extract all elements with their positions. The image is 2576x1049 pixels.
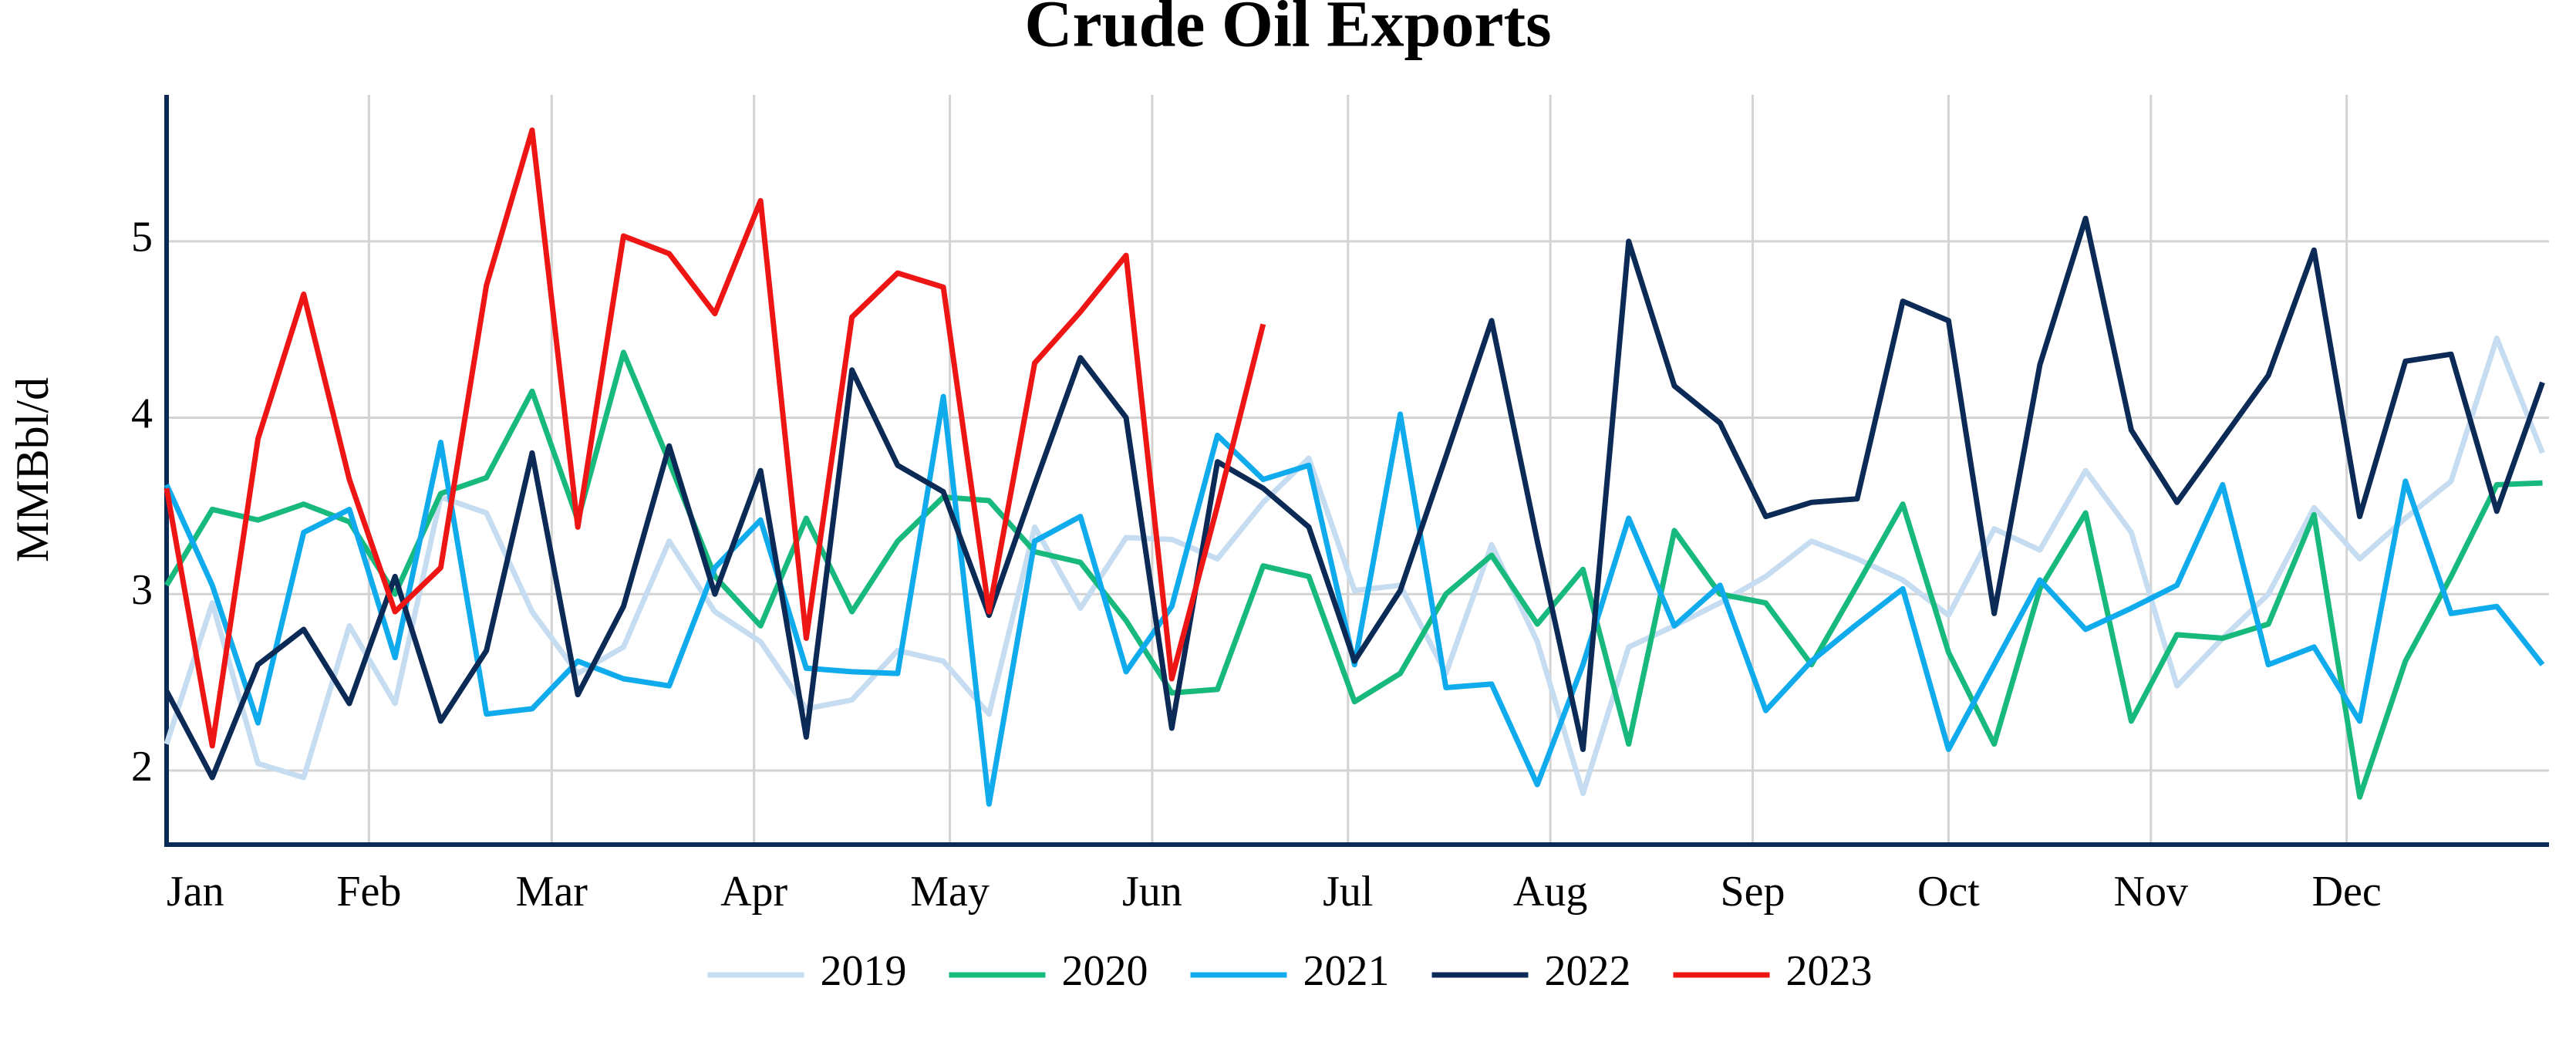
x-tick-label: Sep (1721, 868, 1785, 916)
x-tick-label: Jun (1122, 868, 1182, 916)
x-tick-label: Jan (167, 868, 224, 916)
y-tick-label: 5 (131, 214, 153, 261)
line (164, 127, 1266, 749)
line (164, 393, 2545, 807)
x-tick-label: Oct (1917, 868, 1980, 916)
y-tick-label: 2 (131, 743, 153, 791)
line (164, 349, 2543, 800)
line (164, 215, 2545, 781)
x-tick-label: Apr (720, 868, 787, 916)
x-tick-label: May (910, 868, 990, 916)
y-tick-label: 3 (131, 566, 153, 614)
x-tick-label: Mar (516, 868, 588, 916)
chart-title: Crude Oil Exports (1024, 0, 1551, 61)
x-tick-label: Nov (2114, 868, 2188, 916)
legend-label: 2020 (1062, 947, 1148, 995)
y-tick-label: 4 (131, 390, 153, 437)
legend-label: 2022 (1545, 947, 1631, 995)
line (164, 336, 2545, 797)
x-tick-label: Aug (1513, 868, 1587, 916)
legend-label: 2021 (1303, 947, 1390, 995)
x-tick-label: Dec (2312, 868, 2382, 916)
x-tick-label: Jul (1323, 868, 1373, 916)
legend-label: 2023 (1786, 947, 1873, 995)
legend-label: 2019 (821, 947, 907, 995)
x-tick-label: Feb (336, 868, 401, 916)
y-axis-label: MMBbl/d (7, 377, 58, 562)
